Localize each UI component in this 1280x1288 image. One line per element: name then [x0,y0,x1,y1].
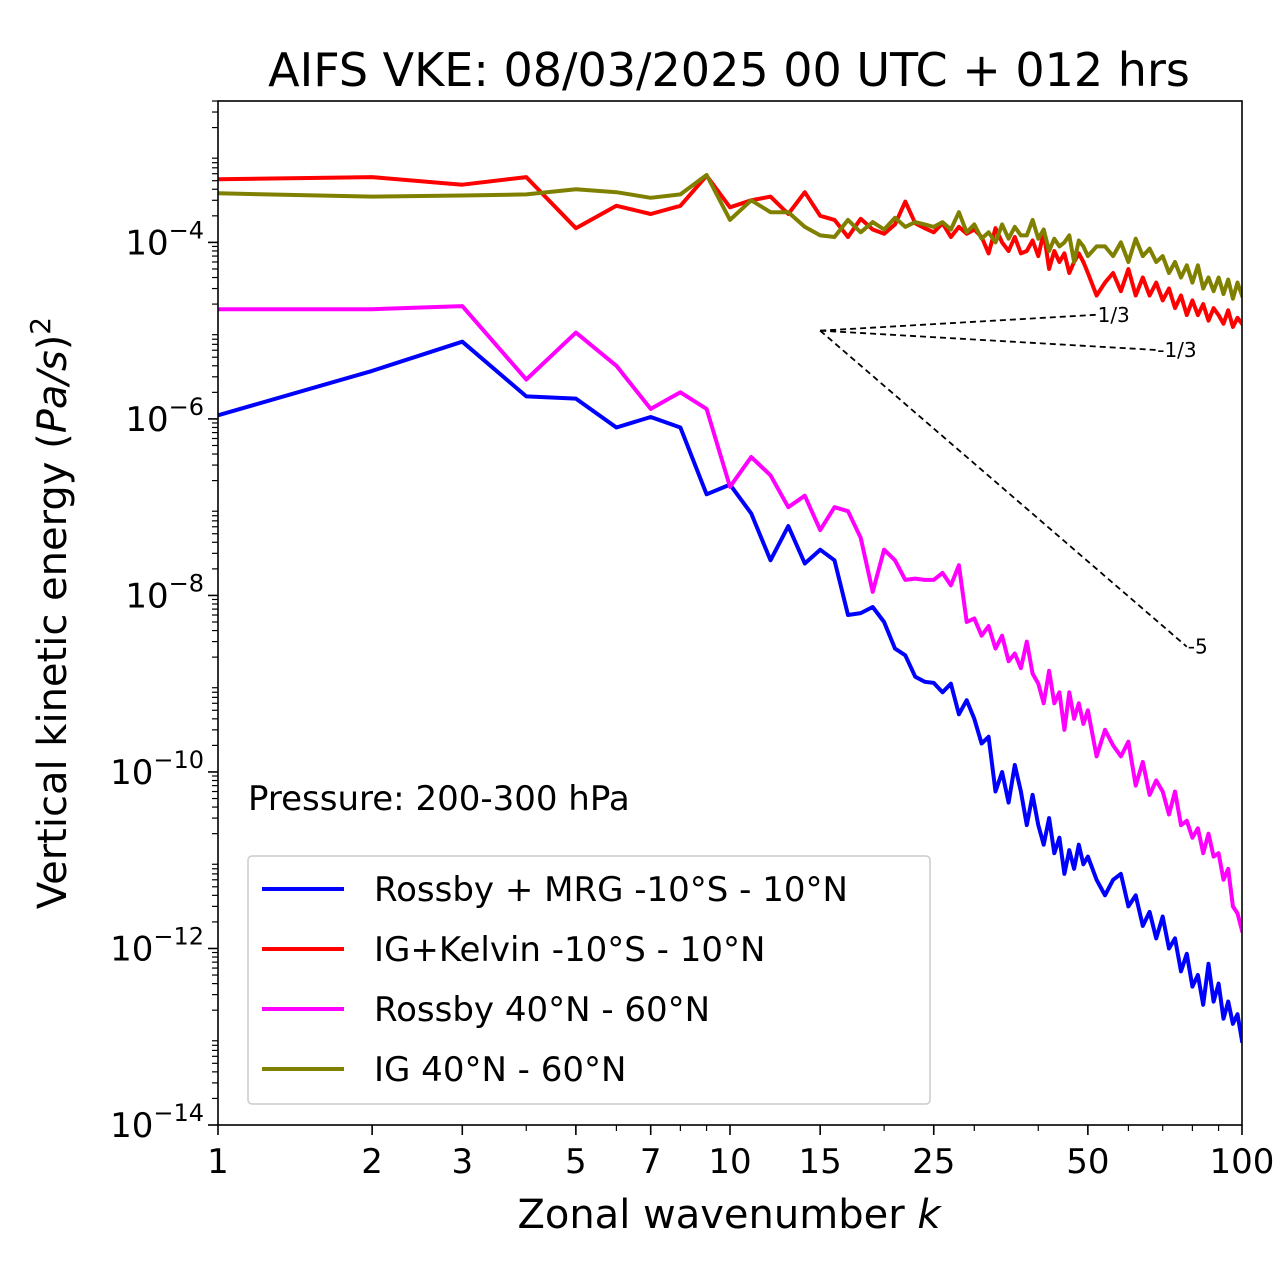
series-line-3 [218,304,1242,933]
reference-slope-label: -5 [1188,635,1208,659]
y-tick-label: 10−10 [110,746,204,793]
legend-label: IG+Kelvin -10°S - 10°N [374,930,765,970]
y-tick-label: 10−12 [110,922,204,969]
reference-slope-label: 1/3 [1098,303,1130,327]
reference-slope-line [820,313,1097,332]
reference-slope-line [819,329,1188,648]
x-tick-label: 7 [640,1142,662,1182]
y-tick-label: 10−8 [125,569,204,616]
reference-slope-label: -1/3 [1157,338,1196,362]
plot-frame [217,100,1243,1126]
y-tick-label: 10−4 [125,216,204,263]
x-tick-label: 100 [1210,1142,1275,1182]
y-axis-label: Vertical kinetic energy (Pa/s)2 [24,317,76,909]
pressure-annotation: Pressure: 200-300 hPa [248,779,630,819]
chart-title: AIFS VKE: 08/03/2025 00 UTC + 012 hrs [268,43,1190,97]
x-tick-label: 5 [565,1142,587,1182]
x-tick-label: 10 [708,1142,751,1182]
reference-slope-line [820,329,1157,351]
x-tick-label: 15 [799,1142,842,1182]
series-line-4 [218,173,1242,301]
y-tick-label: 10−6 [125,393,204,440]
x-axis-label: Zonal wavenumber k [517,1192,942,1238]
series-line-1 [218,339,1242,1044]
legend-label: IG 40°N - 60°N [374,1050,626,1090]
series-line-2 [218,173,1242,329]
x-tick-label: 50 [1066,1142,1109,1182]
x-tick-label: 3 [451,1142,473,1182]
x-tick-label: 25 [912,1142,955,1182]
y-tick-label: 10−14 [110,1099,204,1146]
x-tick-label: 1 [207,1142,229,1182]
x-tick-label: 2 [361,1142,383,1182]
legend-box [247,855,931,1105]
legend: Rossby + MRG -10°S - 10°N IG+Kelvin -10°S… [247,855,931,1105]
legend-label: Rossby 40°N - 60°N [374,990,710,1030]
legend-label: Rossby + MRG -10°S - 10°N [374,870,848,910]
